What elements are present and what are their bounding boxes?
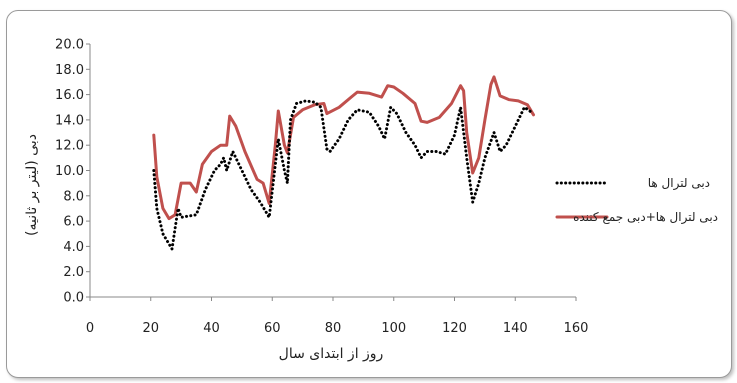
y-tick-label: 8.0 bbox=[63, 189, 84, 204]
y-tick-label: 4.0 bbox=[63, 240, 84, 255]
y-axis-title: دبی (لیتر بر ثانیه) bbox=[24, 134, 40, 236]
y-tick-label: 10.0 bbox=[55, 164, 84, 179]
x-tick-label: 0 bbox=[86, 321, 94, 336]
y-tick-label: 16.0 bbox=[55, 88, 84, 103]
x-tick-label: 120 bbox=[442, 321, 467, 336]
legend: دبی لترال ها دبی لترال ها+دبی جمع کننده bbox=[555, 176, 718, 225]
x-axis-title: روز از ابتدای سال bbox=[279, 346, 384, 362]
series-line-laterals-plus-collector bbox=[152, 75, 535, 221]
y-tick-label: 14.0 bbox=[55, 113, 84, 128]
legend-label: دبی لترال ها+دبی جمع کننده bbox=[573, 210, 718, 225]
y-tick-label: 12.0 bbox=[55, 139, 84, 154]
y-tick-label: 0.0 bbox=[63, 291, 84, 306]
x-tick-label: 60 bbox=[264, 321, 281, 336]
y-tick-label: 20.0 bbox=[55, 38, 84, 53]
series-layer bbox=[152, 75, 535, 251]
series-line-laterals bbox=[152, 99, 535, 251]
x-tick-label: 20 bbox=[142, 321, 159, 336]
x-tick-label: 100 bbox=[381, 321, 406, 336]
y-tick-label: 2.0 bbox=[63, 265, 84, 280]
chart-axes: 0.0 2.0 4.0 6.0 8.0 10.0 12.0 14.0 16.0 18.0 20.0 0… bbox=[55, 38, 588, 337]
y-tick-label: 6.0 bbox=[63, 215, 84, 230]
chart-frame bbox=[6, 10, 732, 378]
x-tick-label: 80 bbox=[325, 321, 342, 336]
y-tick-label: 18.0 bbox=[55, 63, 84, 78]
x-tick-label: 140 bbox=[503, 321, 528, 336]
x-tick-label: 40 bbox=[203, 321, 220, 336]
x-tick-label: 160 bbox=[564, 321, 589, 336]
legend-label: دبی لترال ها bbox=[648, 176, 710, 191]
